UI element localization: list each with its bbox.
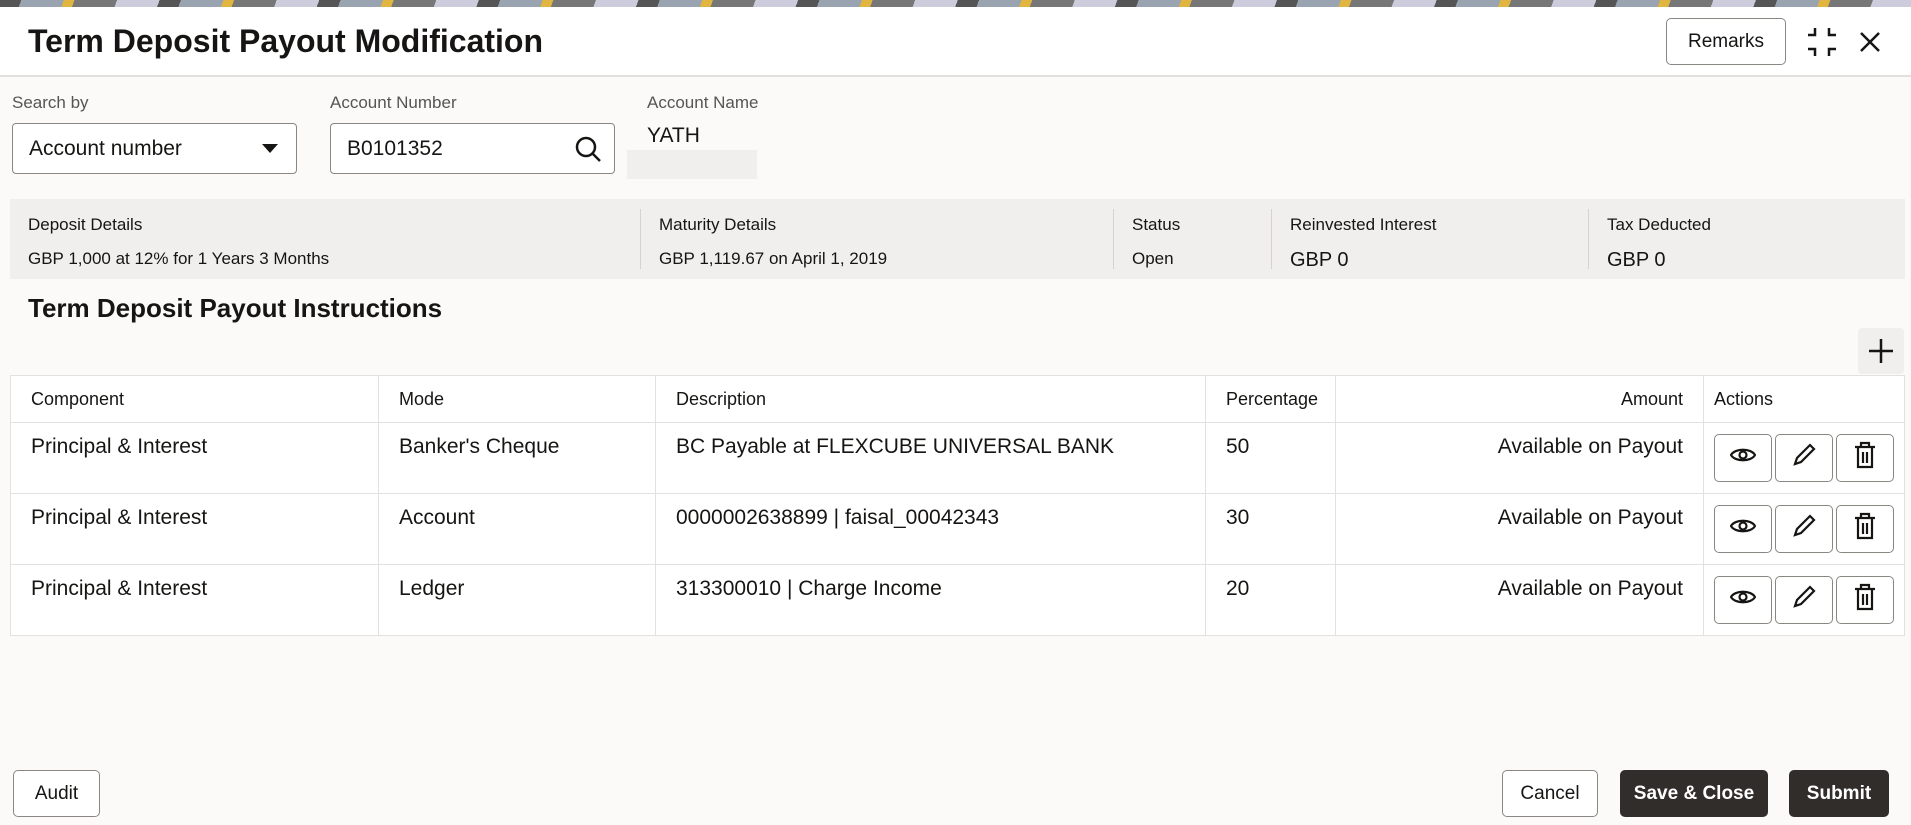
trash-icon [1853, 583, 1877, 617]
delete-button[interactable] [1836, 505, 1894, 553]
cell-mode: Ledger [378, 564, 656, 636]
table-header: Component Mode Description Percentage Am… [10, 375, 1905, 423]
cell-description: BC Payable at FLEXCUBE UNIVERSAL BANK [655, 422, 1206, 494]
trash-icon [1853, 441, 1877, 475]
cell-description: 0000002638899 | faisal_00042343 [655, 493, 1206, 565]
minimize-icon[interactable] [1804, 24, 1840, 60]
cell-percentage: 50 [1205, 422, 1336, 494]
cell-amount: Available on Payout [1335, 564, 1704, 636]
cancel-button[interactable]: Cancel [1502, 770, 1598, 817]
delete-button[interactable] [1836, 434, 1894, 482]
account-name-value: YATH [647, 124, 700, 147]
table-row: Principal & Interest Ledger 313300010 | Ch… [10, 564, 1905, 636]
view-button[interactable] [1714, 576, 1772, 624]
summary-maturity-details: Maturity Details GBP 1,119.67 on April 1,… [640, 209, 887, 269]
remarks-button[interactable]: Remarks [1666, 18, 1786, 65]
close-icon[interactable] [1852, 24, 1888, 60]
col-actions: Actions [1703, 375, 1905, 423]
chevron-down-icon [262, 144, 278, 153]
account-number-input[interactable]: B0101352 [330, 123, 615, 174]
cell-mode: Banker's Cheque [378, 422, 656, 494]
search-icon[interactable] [574, 135, 602, 169]
cell-actions [1703, 493, 1905, 565]
cell-percentage: 20 [1205, 564, 1336, 636]
delete-button[interactable] [1836, 576, 1894, 624]
summary-tax-deducted: Tax Deducted GBP 0 [1588, 209, 1711, 271]
col-description[interactable]: Description [655, 375, 1206, 423]
col-component[interactable]: Component [10, 375, 379, 423]
account-name-underlay [627, 150, 757, 179]
page-title: Term Deposit Payout Modification [28, 23, 543, 59]
pencil-icon [1791, 513, 1817, 545]
pencil-icon [1791, 442, 1817, 474]
add-instruction-button[interactable] [1858, 328, 1904, 374]
table-row: Principal & Interest Account 0000002638899… [10, 493, 1905, 565]
cell-actions [1703, 564, 1905, 636]
cell-component: Principal & Interest [10, 422, 379, 494]
summary-status: Status Open [1113, 209, 1180, 269]
cell-actions [1703, 422, 1905, 494]
section-title: Term Deposit Payout Instructions [28, 293, 443, 323]
col-amount[interactable]: Amount [1335, 375, 1704, 423]
search-by-select[interactable]: Account number [12, 123, 297, 174]
account-number-label: Account Number [330, 93, 457, 112]
eye-icon [1729, 445, 1757, 471]
summary-reinvested-interest: Reinvested Interest GBP 0 [1271, 209, 1436, 271]
search-by-value: Account number [29, 136, 182, 160]
summary-deposit-details: Deposit Details GBP 1,000 at 12% for 1 Ye… [28, 215, 330, 268]
top-banner-strip [0, 0, 1911, 7]
cell-mode: Account [378, 493, 656, 565]
col-percentage[interactable]: Percentage [1205, 375, 1336, 423]
save-close-button[interactable]: Save & Close [1620, 770, 1768, 817]
cell-component: Principal & Interest [10, 564, 379, 636]
view-button[interactable] [1714, 434, 1772, 482]
trash-icon [1853, 512, 1877, 546]
pencil-icon [1791, 584, 1817, 616]
account-number-value: B0101352 [347, 136, 443, 160]
table-row: Principal & Interest Banker's Cheque BC Pa… [10, 422, 1905, 494]
submit-button[interactable]: Submit [1789, 770, 1889, 817]
audit-button[interactable]: Audit [13, 770, 100, 817]
header: Term Deposit Payout Modification Remarks [0, 7, 1911, 77]
cell-component: Principal & Interest [10, 493, 379, 565]
edit-button[interactable] [1775, 434, 1833, 482]
cell-amount: Available on Payout [1335, 422, 1704, 494]
payout-instructions-table: Component Mode Description Percentage Am… [10, 375, 1905, 636]
search-by-label: Search by [12, 93, 89, 112]
col-mode[interactable]: Mode [378, 375, 656, 423]
account-name-label: Account Name [647, 93, 759, 112]
eye-icon [1729, 587, 1757, 613]
deposit-summary: Deposit Details GBP 1,000 at 12% for 1 Ye… [10, 199, 1905, 279]
eye-icon [1729, 516, 1757, 542]
edit-button[interactable] [1775, 576, 1833, 624]
cell-percentage: 30 [1205, 493, 1336, 565]
view-button[interactable] [1714, 505, 1772, 553]
edit-button[interactable] [1775, 505, 1833, 553]
cell-amount: Available on Payout [1335, 493, 1704, 565]
cell-description: 313300010 | Charge Income [655, 564, 1206, 636]
